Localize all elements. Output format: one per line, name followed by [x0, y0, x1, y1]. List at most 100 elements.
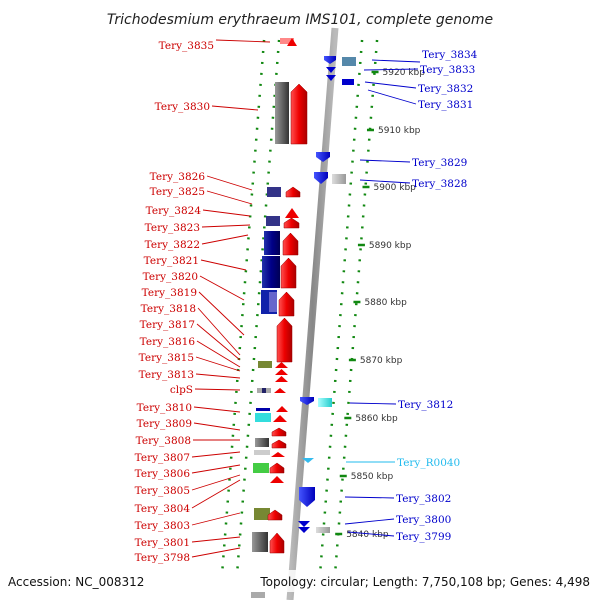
gene-arrow-up [276, 317, 293, 363]
leader-line [198, 291, 245, 336]
left-gene-label: clpS [170, 384, 193, 396]
leader-line [201, 234, 249, 245]
gene-arrow-up [282, 232, 299, 256]
leader-line [191, 512, 241, 526]
footer-bg [0, 570, 600, 592]
gene-arrow-up [287, 38, 297, 46]
gene-arrow-down [300, 397, 314, 405]
kbp-label: 5840 kbp [346, 530, 389, 540]
gene-arrow-up [275, 369, 288, 375]
gene-block [280, 38, 294, 44]
leader-line [191, 451, 241, 458]
left-ruler [221, 39, 266, 571]
leader-line [215, 39, 271, 43]
gene-arrow-up [267, 509, 283, 521]
leader-line [344, 518, 395, 525]
gene-arrow-down [324, 56, 336, 64]
gene-arrow-up [271, 427, 287, 437]
gene-arrow-up [280, 257, 297, 289]
leader-line [195, 356, 241, 372]
leader-line [347, 531, 395, 537]
gene-block [252, 532, 268, 552]
leader-line [364, 81, 417, 89]
gene-arrow-up [269, 462, 285, 474]
gene-arrow-up [269, 532, 285, 554]
leader-line [191, 464, 241, 474]
gene-arrow-up [285, 208, 299, 218]
left-gene-label: Tery_3830 [155, 101, 210, 113]
leader-line [344, 496, 395, 499]
left-gene-label: Tery_3818 [141, 303, 196, 315]
gene-arrow-down [299, 487, 315, 507]
kbp-label: 5890 kbp [369, 241, 412, 251]
left-gene-label: Tery_3804 [135, 503, 191, 515]
gene-arrow-up [275, 362, 288, 368]
genome-backbone [286, 27, 339, 600]
right-gene-label: Tery_3829 [412, 157, 467, 169]
left-gene-label: Tery_3821 [144, 255, 199, 267]
genome-title: Trichodesmium erythraeum IMS101, complet… [107, 12, 493, 28]
leader-line [211, 105, 259, 111]
leader-line [193, 406, 241, 413]
gene-block [255, 413, 271, 422]
left-gene-label: Tery_3817 [140, 319, 195, 331]
leader-line [191, 536, 241, 543]
leader-line [193, 422, 241, 431]
leader-line [191, 479, 241, 509]
left-gene-label: Tery_3825 [150, 186, 205, 198]
right-ruler [334, 39, 379, 571]
leader-line [206, 190, 253, 205]
right-gene-label: Tery_3831 [418, 99, 473, 111]
gene-arrow-down [316, 152, 330, 162]
left-gene-label: Tery_3815 [139, 352, 194, 364]
gene-arrow-down [326, 75, 336, 81]
left-gene-label: Tery_3823 [145, 222, 200, 234]
left-gene-label: Tery_3816 [140, 336, 196, 348]
leader-line [196, 323, 241, 361]
right-gene-label: Tery_3799 [396, 531, 451, 543]
gene-block [262, 256, 280, 288]
left-gene-label: Tery_3813 [139, 369, 194, 381]
gene-arrow-up [273, 415, 287, 422]
gene-arrow-up [271, 439, 287, 449]
label-leader-lines [191, 39, 421, 558]
gene-block [342, 57, 356, 66]
right-gene-label: Tery_3834 [422, 49, 478, 61]
gene-block [275, 82, 289, 144]
gene-arrow-up [275, 376, 288, 382]
left-gene-label: Tery_3806 [135, 468, 191, 480]
gene-block [251, 592, 265, 598]
gene-block [342, 79, 354, 85]
dotted-rulers [221, 39, 379, 571]
leader-line [371, 59, 421, 63]
left-gene-label: Tery_3822 [145, 239, 200, 251]
left-gene-label: Tery_3835 [159, 40, 214, 52]
right-gene-label: Tery_3833 [420, 64, 475, 76]
gene-block [264, 231, 280, 255]
gene-block [266, 216, 280, 226]
accession-text: Accession: NC_008312 [8, 575, 144, 589]
right-gene-label: Tery_3812 [398, 399, 453, 411]
left-gene-label: Tery_3810 [137, 402, 192, 414]
gene-block [258, 361, 272, 368]
leader-line [199, 275, 245, 301]
gene-block [254, 508, 270, 520]
kbp-label: 5900 kbp [373, 183, 416, 193]
gene-arrow-up [278, 291, 295, 317]
gene-arrow-up [285, 186, 301, 198]
gene-arrow-down [326, 67, 336, 73]
left-gene-label: Tery_3805 [135, 485, 190, 497]
gene-glyphs [251, 38, 356, 598]
right-gene-label: Tery_3828 [412, 178, 467, 190]
kbp-scale: 5920 kbp 5910 kbp 5900 kbp 5890 kbp 5880 kbp… [335, 68, 425, 540]
left-gene-label: Tery_3807 [135, 452, 190, 464]
left-gene-label: Tery_3809 [137, 418, 192, 430]
leader-line [206, 175, 253, 191]
kbp-label: 5880 kbp [364, 298, 407, 308]
leader-line [194, 388, 241, 391]
gene-arrow-up [271, 452, 285, 457]
left-gene-label: Tery_3824 [146, 205, 202, 217]
right-gene-labels: Tery_3834 Tery_3833 Tery_3832 Tery_3831 Tery… [396, 49, 478, 543]
